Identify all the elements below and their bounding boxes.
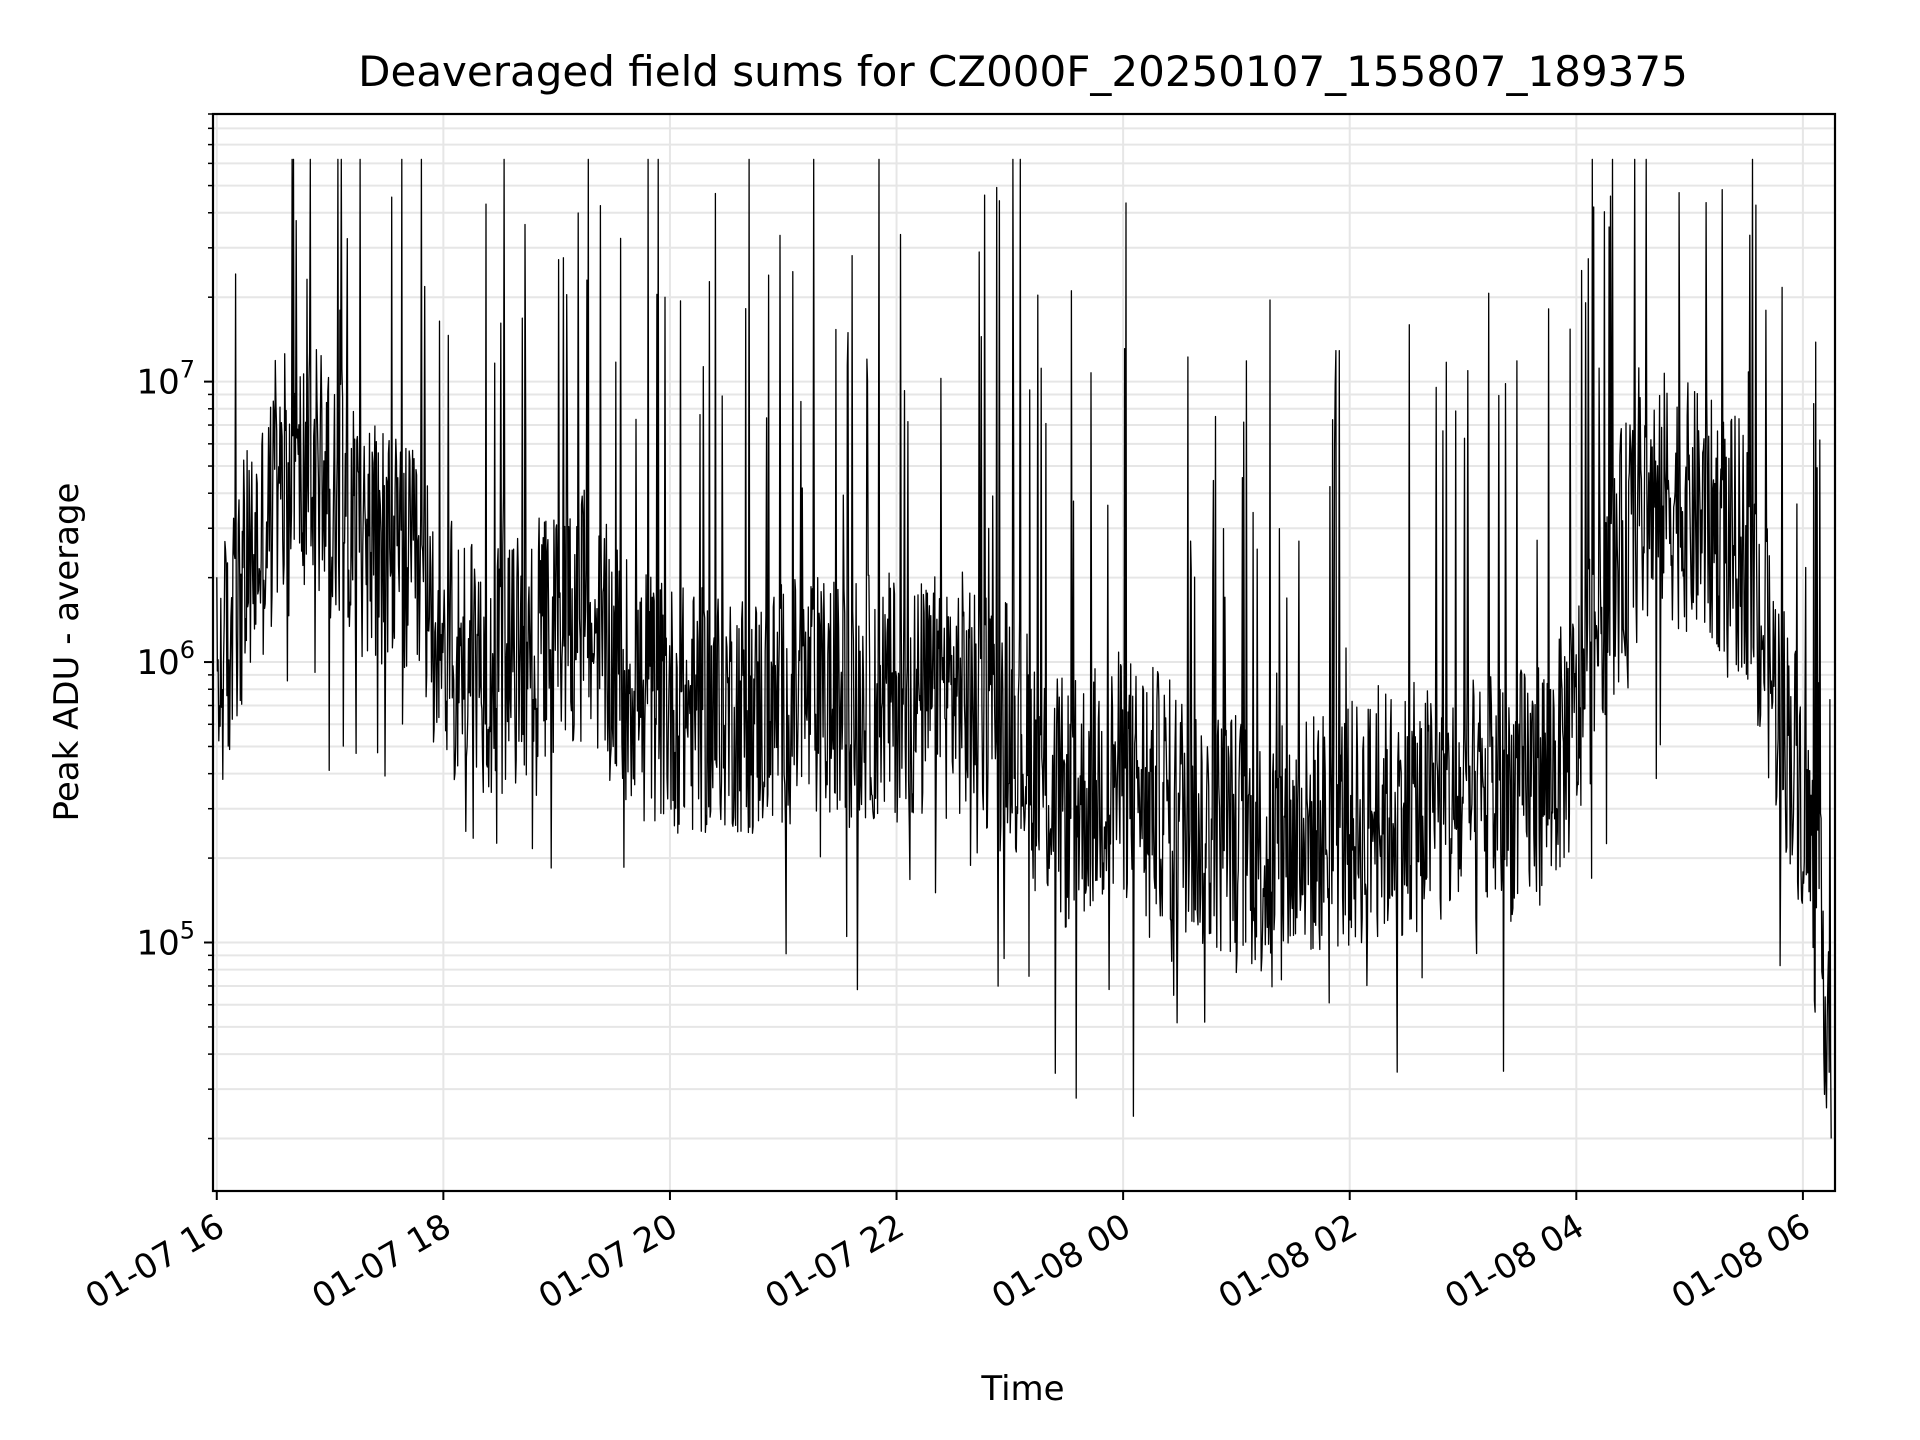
y-axis-label: Peak ADU - average [47, 483, 87, 822]
series-polyline [216, 158, 1832, 1139]
plot-frame [211, 112, 1837, 1193]
chart-title: Deaveraged field sums for CZ000F_2025010… [358, 47, 1688, 96]
x-axis-label: Time [980, 1369, 1064, 1409]
y-axis: 105 106 107 [136, 113, 213, 1140]
y-tick-label: 105 [136, 917, 195, 964]
series-line [216, 158, 1832, 1139]
y-tick-label: 106 [136, 636, 195, 683]
y-tick-label: 107 [136, 356, 195, 403]
